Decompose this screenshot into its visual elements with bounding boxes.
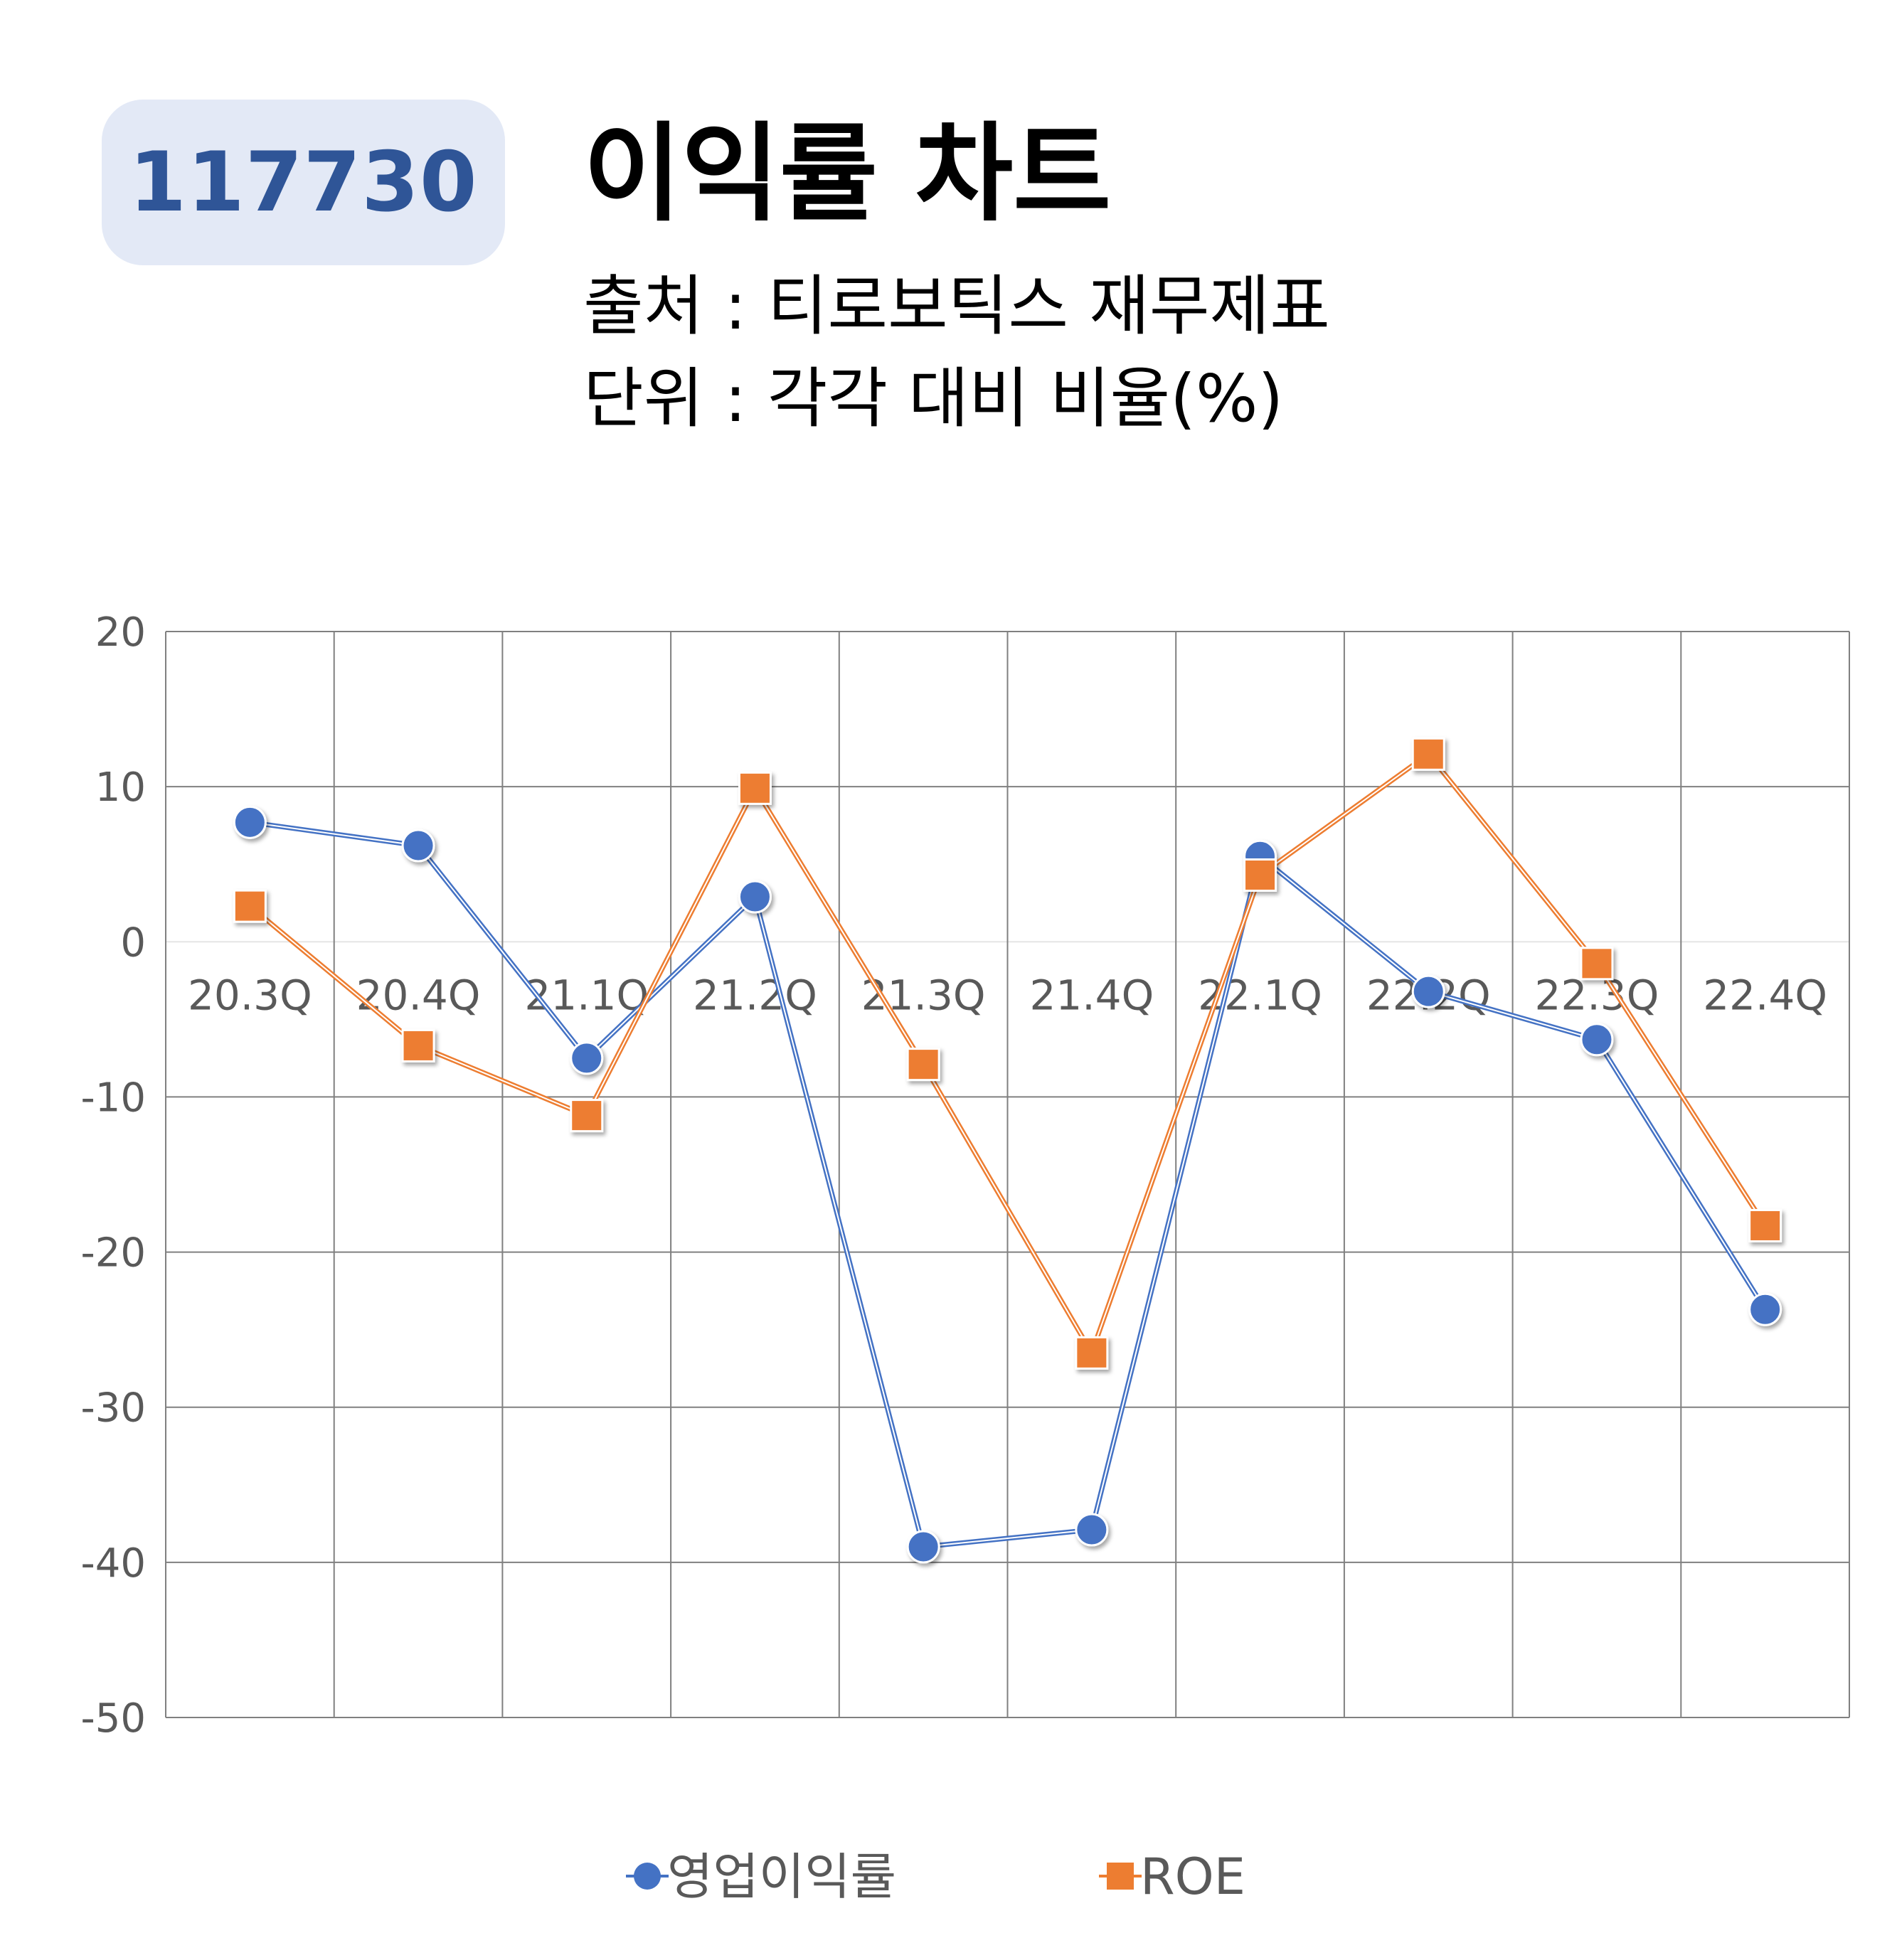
source-line: 출처 : 티로보틱스 재무제표 [583,268,1330,344]
legend-item: 영업이익률 [626,1848,896,1906]
data-point [906,1530,940,1564]
series-line-highlight [249,753,1766,1354]
data-point [738,880,772,914]
data-point [1580,1023,1614,1057]
data-point [738,771,772,805]
x-tick-label: 21.2Q [693,971,817,1019]
data-point [233,889,267,923]
x-tick-label: 20.3Q [188,971,312,1019]
legend-label: ROE [1140,1848,1245,1906]
y-tick-label: -30 [81,1385,146,1432]
legend-item: ROE [1099,1848,1245,1906]
y-tick-label: -40 [81,1540,146,1587]
legend-label: 영업이익률 [667,1848,896,1906]
stock-code: 117730 [129,134,478,230]
legend-marker [1107,1863,1134,1890]
series-1 [233,805,1782,1564]
y-tick-label: 10 [95,765,146,811]
data-point [1411,737,1445,771]
x-tick-label: 21.4Q [1029,971,1154,1019]
data-point [570,1041,604,1075]
data-point [906,1048,940,1082]
series-2 [233,737,1782,1370]
x-tick-label: 21.1Q [524,971,649,1019]
y-tick-label: -20 [81,1230,146,1277]
data-point [1748,1208,1782,1242]
data-point [1075,1513,1109,1547]
chart-legend: 영업이익률 ROE [626,1848,1245,1906]
unit-line: 단위 : 각각 대비 비율(%) [583,361,1284,437]
y-tick-label: -50 [81,1695,146,1742]
chart-grid [165,631,1850,1718]
y-axis-ticks: 20 10 0 -10 -20 -30 -40 -50 [81,609,146,1742]
data-point [1243,858,1277,892]
data-point [1580,947,1614,981]
chart-title: 이익률 차트 [583,112,1112,236]
data-point [401,1028,435,1062]
data-point [401,829,435,863]
chart-series [233,737,1782,1564]
series-line-highlight [250,821,1766,1548]
data-point [233,805,267,839]
data-point [1411,974,1445,1008]
x-tick-label: 22.4Q [1703,971,1827,1019]
data-point [570,1099,604,1133]
y-tick-label: 0 [120,920,146,966]
y-tick-label: 20 [95,609,146,656]
y-tick-label: -10 [81,1075,146,1121]
legend-marker [634,1863,661,1890]
data-point [1748,1292,1782,1326]
data-point [1075,1336,1109,1370]
stock-code-badge: 117730 [102,100,505,265]
